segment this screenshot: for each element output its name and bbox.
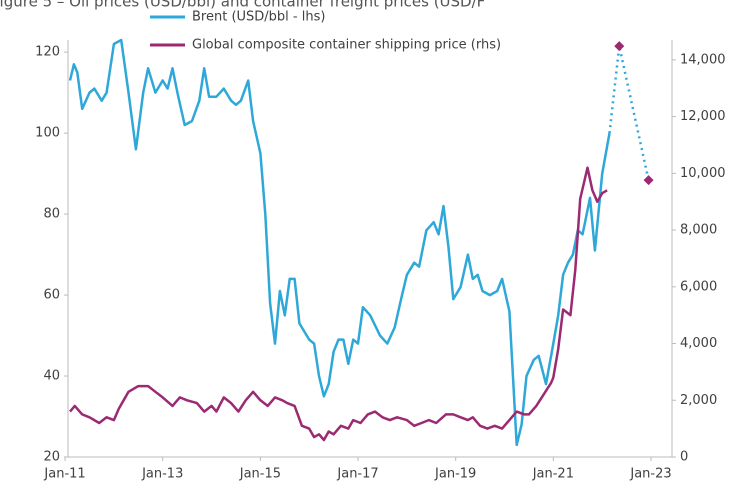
legend-label: Brent (USD/bbl - lhs) [192, 10, 325, 25]
forecast-line [608, 45, 650, 181]
y-tick-label: 60 [43, 288, 60, 303]
y2-tick-label: 4,000 [680, 336, 717, 351]
y2-tick-label: 12,000 [680, 109, 726, 124]
y2-tick-label: 14,000 [680, 52, 726, 67]
y-tick-label: 120 [35, 45, 60, 60]
y2-tick-label: 10,000 [680, 166, 726, 181]
y-tick-label: 100 [35, 126, 60, 141]
x-tick-label: Jan-13 [141, 467, 183, 482]
series-line [68, 38, 611, 447]
y2-tick-label: 2,000 [680, 393, 717, 408]
forecast-marker [614, 41, 625, 52]
y-tick-label: 40 [43, 369, 60, 384]
series-line [69, 166, 608, 442]
y2-tick-label: 8,000 [680, 223, 717, 238]
forecast-marker [643, 175, 654, 186]
chart-title: Figure 5 – Oil prices (USD/bbl) and cont… [0, 0, 485, 11]
x-tick-label: Jan-19 [434, 467, 476, 482]
y2-tick-label: 6,000 [680, 279, 717, 294]
x-tick-label: Jan-21 [532, 467, 574, 482]
y2-tick-label: 0 [680, 450, 688, 465]
x-tick-label: Jan-15 [239, 467, 281, 482]
x-tick-label: Jan-23 [629, 467, 671, 482]
x-tick-label: Jan-11 [43, 467, 85, 482]
legend-label: Global composite container shipping pric… [192, 38, 501, 53]
x-tick-label: Jan-17 [336, 467, 378, 482]
y-tick-label: 20 [43, 450, 60, 465]
y-tick-label: 80 [43, 207, 60, 222]
